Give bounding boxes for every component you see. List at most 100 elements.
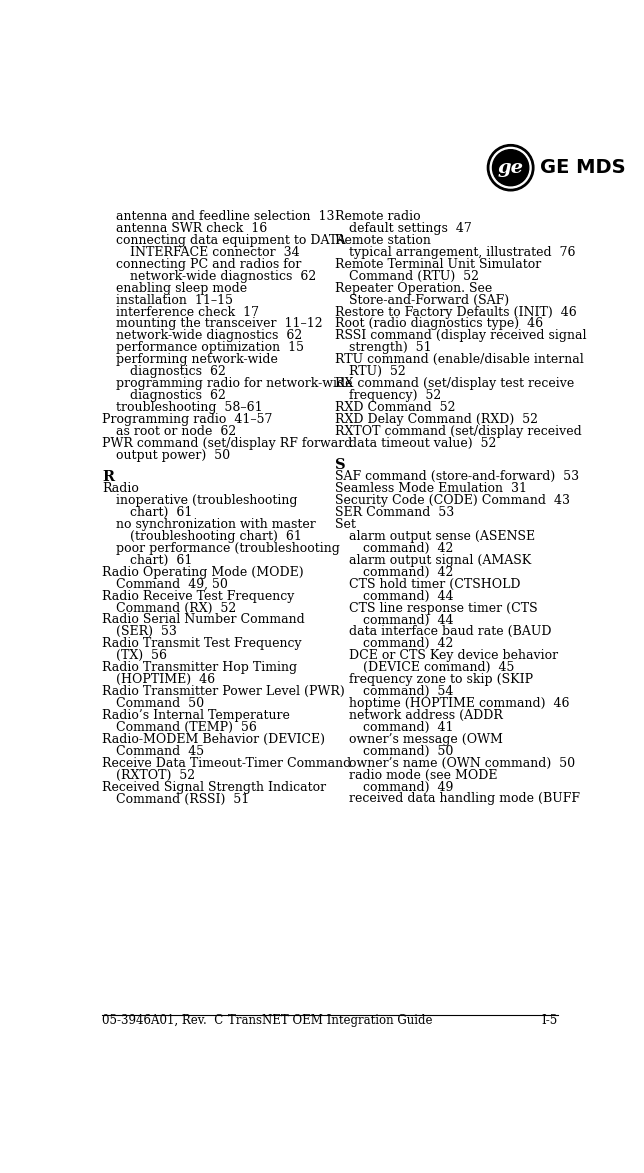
Text: command)  50: command) 50 [363,745,453,758]
Text: Remote radio: Remote radio [335,210,421,223]
Text: performing network-wide: performing network-wide [116,353,278,366]
Text: output power)  50: output power) 50 [116,449,231,462]
Text: command)  42: command) 42 [363,542,453,555]
Text: alarm output signal (AMASK: alarm output signal (AMASK [348,554,531,567]
Text: connecting data equipment to DATA: connecting data equipment to DATA [116,233,346,248]
Text: network-wide diagnostics  62: network-wide diagnostics 62 [130,270,316,283]
Text: Radio Serial Number Command: Radio Serial Number Command [102,613,305,626]
Text: 05-3946A01, Rev.  C: 05-3946A01, Rev. C [102,1013,223,1028]
Text: command)  44: command) 44 [363,613,453,626]
Text: Security Code (CODE) Command  43: Security Code (CODE) Command 43 [335,494,570,507]
Text: Seamless Mode Emulation  31: Seamless Mode Emulation 31 [335,482,527,495]
Text: default settings  47: default settings 47 [348,222,471,235]
Text: antenna and feedline selection  13: antenna and feedline selection 13 [116,210,335,223]
Text: inoperative (troubleshooting: inoperative (troubleshooting [116,494,298,507]
Text: data timeout value)  52: data timeout value) 52 [348,436,496,449]
Text: (SER)  53: (SER) 53 [116,625,177,638]
Text: RXTOT command (set/display received: RXTOT command (set/display received [335,425,582,438]
Text: Remote station: Remote station [335,233,431,248]
Text: command)  41: command) 41 [363,721,453,734]
Text: Command  49, 50: Command 49, 50 [116,577,228,591]
Text: alarm output sense (ASENSE: alarm output sense (ASENSE [348,530,535,543]
Text: hoptime (HOPTIME command)  46: hoptime (HOPTIME command) 46 [348,697,569,710]
Text: data interface baud rate (BAUD: data interface baud rate (BAUD [348,625,551,638]
Text: Remote Terminal Unit Simulator: Remote Terminal Unit Simulator [335,258,541,271]
Text: TransNET OEM Integration Guide: TransNET OEM Integration Guide [228,1013,432,1028]
Text: network address (ADDR: network address (ADDR [348,708,502,721]
Text: strength)  51: strength) 51 [348,341,431,354]
Text: radio mode (see MODE: radio mode (see MODE [348,768,497,781]
Text: as root or node  62: as root or node 62 [116,425,236,438]
Text: Command (RTU)  52: Command (RTU) 52 [348,270,478,283]
Text: received data handling mode (BUFF: received data handling mode (BUFF [348,793,580,806]
Text: diagnostics  62: diagnostics 62 [130,365,226,378]
Text: installation  11–15: installation 11–15 [116,293,233,306]
Text: SAF command (store-and-forward)  53: SAF command (store-and-forward) 53 [335,470,579,483]
Text: RX command (set/display test receive: RX command (set/display test receive [335,378,574,391]
Text: connecting PC and radios for: connecting PC and radios for [116,258,301,271]
Text: frequency)  52: frequency) 52 [348,389,441,402]
Text: owner’s name (OWN command)  50: owner’s name (OWN command) 50 [348,757,575,769]
Text: (TX)  56: (TX) 56 [116,650,167,663]
Circle shape [493,150,529,185]
Text: Root (radio diagnostics type)  46: Root (radio diagnostics type) 46 [335,318,543,331]
Text: Programming radio  41–57: Programming radio 41–57 [102,413,272,426]
Text: INTERFACE connector  34: INTERFACE connector 34 [130,246,299,259]
Text: Radio Transmitter Power Level (PWR): Radio Transmitter Power Level (PWR) [102,685,345,698]
Text: antenna SWR check  16: antenna SWR check 16 [116,222,267,235]
Text: RSSI command (display received signal: RSSI command (display received signal [335,330,586,343]
Text: I-5: I-5 [542,1013,558,1028]
Text: Command  45: Command 45 [116,745,204,758]
Text: Restore to Factory Defaults (INIT)  46: Restore to Factory Defaults (INIT) 46 [335,305,576,319]
Text: chart)  61: chart) 61 [130,506,193,518]
Text: RXD Command  52: RXD Command 52 [335,401,455,414]
Text: command)  49: command) 49 [363,780,453,794]
Circle shape [488,144,534,191]
Text: R: R [102,470,115,484]
Text: Set: Set [335,518,355,531]
Text: network-wide diagnostics  62: network-wide diagnostics 62 [116,330,303,343]
Text: command)  44: command) 44 [363,590,453,603]
Text: Command (RSSI)  51: Command (RSSI) 51 [116,793,249,806]
Text: command)  42: command) 42 [363,637,453,650]
Text: diagnostics  62: diagnostics 62 [130,389,226,402]
Circle shape [490,148,531,188]
Text: RXD Delay Command (RXD)  52: RXD Delay Command (RXD) 52 [335,413,538,426]
Text: DCE or CTS Key device behavior: DCE or CTS Key device behavior [348,650,558,663]
Text: S: S [335,459,345,473]
Text: Radio Receive Test Frequency: Radio Receive Test Frequency [102,590,294,603]
Text: Radio Transmitter Hop Timing: Radio Transmitter Hop Timing [102,662,298,674]
Text: (RXTOT)  52: (RXTOT) 52 [116,768,195,781]
Text: performance optimization  15: performance optimization 15 [116,341,304,354]
Text: Command  50: Command 50 [116,697,204,710]
Text: Radio’s Internal Temperature: Radio’s Internal Temperature [102,708,290,721]
Text: frequency zone to skip (SKIP: frequency zone to skip (SKIP [348,673,533,686]
Text: Radio: Radio [102,482,139,495]
Text: Command (RX)  52: Command (RX) 52 [116,602,236,615]
Text: command)  42: command) 42 [363,565,453,578]
Text: Receive Data Timeout-Timer Command: Receive Data Timeout-Timer Command [102,757,352,769]
Text: PWR command (set/display RF forward: PWR command (set/display RF forward [102,436,352,449]
Text: chart)  61: chart) 61 [130,554,193,567]
Text: Command (TEMP)  56: Command (TEMP) 56 [116,721,257,734]
Text: (DEVICE command)  45: (DEVICE command) 45 [363,662,514,674]
Text: CTS hold timer (CTSHOLD: CTS hold timer (CTSHOLD [348,577,520,591]
Text: RTU command (enable/disable internal: RTU command (enable/disable internal [335,353,583,366]
Text: Store-and-Forward (SAF): Store-and-Forward (SAF) [348,293,509,306]
Text: Repeater Operation. See: Repeater Operation. See [335,282,492,294]
Text: Received Signal Strength Indicator: Received Signal Strength Indicator [102,780,327,794]
Text: owner’s message (OWM: owner’s message (OWM [348,733,502,746]
Text: poor performance (troubleshooting: poor performance (troubleshooting [116,542,340,555]
Text: (troubleshooting chart)  61: (troubleshooting chart) 61 [130,530,302,543]
Text: ge: ge [498,158,524,177]
Text: enabling sleep mode: enabling sleep mode [116,282,247,294]
Text: typical arrangement, illustrated  76: typical arrangement, illustrated 76 [348,246,575,259]
Text: programming radio for network-wide: programming radio for network-wide [116,378,353,391]
Text: command)  54: command) 54 [363,685,453,698]
Text: interference check  17: interference check 17 [116,305,259,319]
Text: Radio-MODEM Behavior (DEVICE): Radio-MODEM Behavior (DEVICE) [102,733,325,746]
Text: no synchronization with master: no synchronization with master [116,518,316,531]
Text: mounting the transceiver  11–12: mounting the transceiver 11–12 [116,318,323,331]
Text: Radio Operating Mode (MODE): Radio Operating Mode (MODE) [102,565,304,578]
Text: (HOPTIME)  46: (HOPTIME) 46 [116,673,215,686]
